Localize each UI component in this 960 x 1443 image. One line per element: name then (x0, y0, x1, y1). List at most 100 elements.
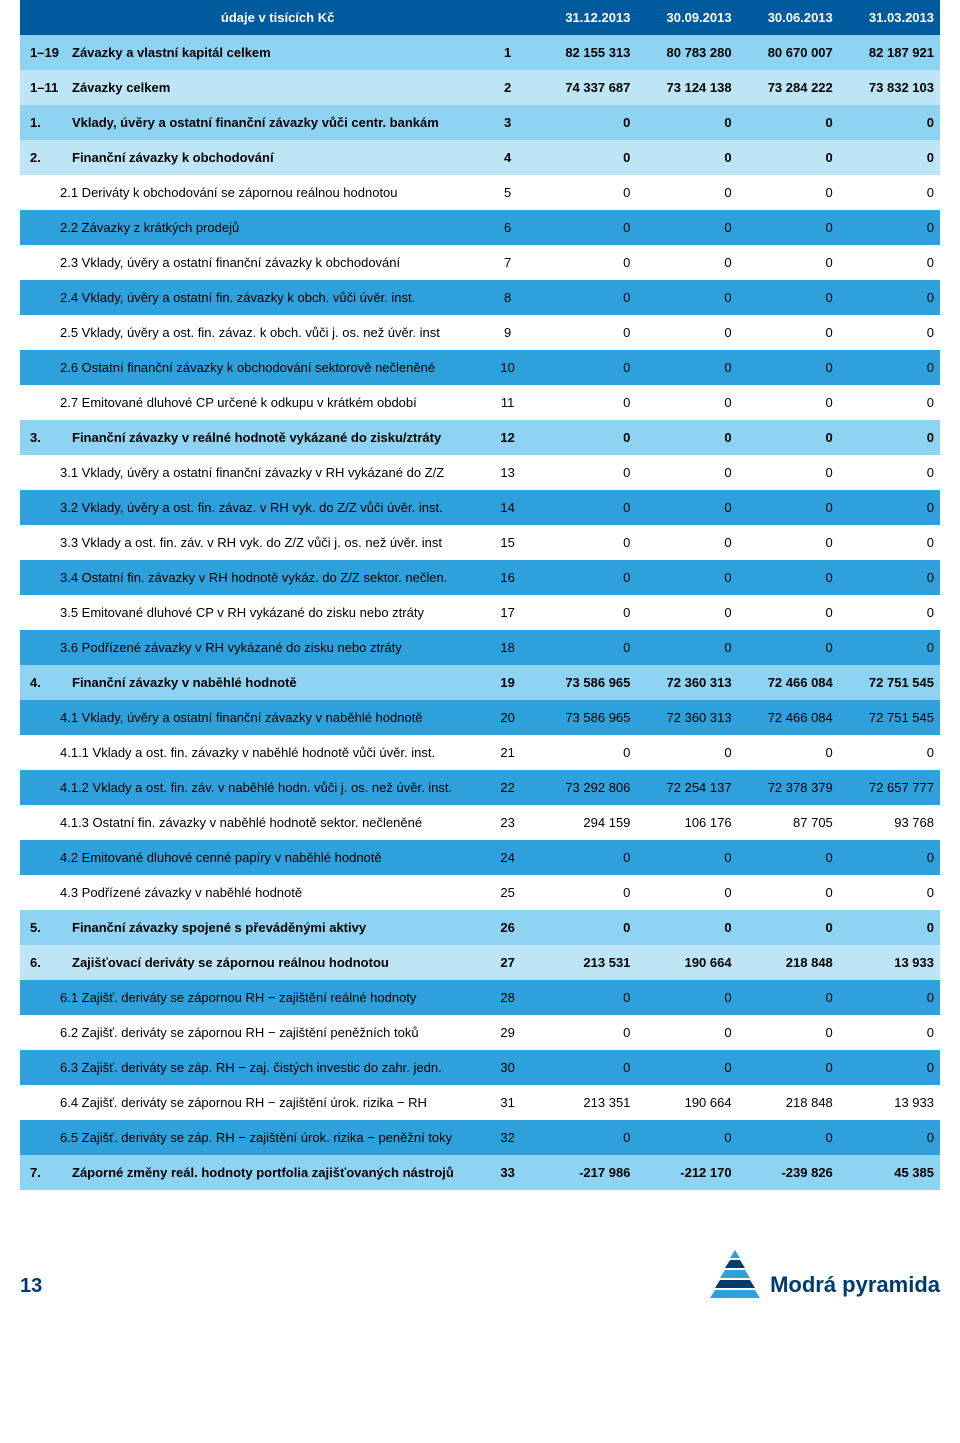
row-value: -217 986 (535, 1155, 636, 1190)
row-value: -212 170 (636, 1155, 737, 1190)
row-label: 4.1.1 Vklady a ost. fin. závazky v naběh… (20, 735, 480, 770)
row-value: 0 (535, 910, 636, 945)
row-value: 0 (839, 140, 940, 175)
row-number: 24 (480, 840, 535, 875)
table-row: 4.1.3 Ostatní fin. závazky v naběhlé hod… (20, 805, 940, 840)
row-value: 0 (839, 1050, 940, 1085)
row-value: 0 (636, 105, 737, 140)
row-value: 0 (535, 105, 636, 140)
row-value: 0 (738, 560, 839, 595)
row-value: 0 (636, 1015, 737, 1050)
row-text: 4.3 Podřízené závazky v naběhlé hodnotě (60, 885, 474, 900)
row-code: 7. (30, 1165, 72, 1180)
row-value: 0 (535, 315, 636, 350)
row-label: 1.Vklady, úvěry a ostatní finanční závaz… (20, 105, 480, 140)
row-value: 0 (839, 245, 940, 280)
row-value: 0 (636, 560, 737, 595)
row-value: 0 (738, 140, 839, 175)
row-label: 4.1.2 Vklady a ost. fin. záv. v naběhlé … (20, 770, 480, 805)
row-label: 6.2 Zajišť. deriváty se zápornou RH − za… (20, 1015, 480, 1050)
row-number: 18 (480, 630, 535, 665)
row-value: 0 (738, 455, 839, 490)
row-value: 0 (839, 630, 940, 665)
row-value: 0 (738, 175, 839, 210)
header-title: údaje v tisících Kč (20, 0, 535, 35)
row-label: 3.1 Vklady, úvěry a ostatní finanční záv… (20, 455, 480, 490)
brand-name: Modrá pyramida (770, 1272, 940, 1298)
row-label: 6.Zajišťovací deriváty se zápornou reáln… (20, 945, 480, 980)
row-value: 0 (839, 1120, 940, 1155)
row-value: 0 (738, 910, 839, 945)
row-value: 0 (636, 420, 737, 455)
table-row: 6.2 Zajišť. deriváty se zápornou RH − za… (20, 1015, 940, 1050)
row-value: 0 (839, 525, 940, 560)
row-value: 0 (636, 1120, 737, 1155)
row-text: 6.2 Zajišť. deriváty se zápornou RH − za… (60, 1025, 474, 1040)
row-value: 0 (738, 525, 839, 560)
row-value: 13 933 (839, 945, 940, 980)
row-value: 0 (535, 840, 636, 875)
row-value: 0 (738, 210, 839, 245)
row-code: 1–19 (30, 45, 72, 60)
row-number: 1 (480, 35, 535, 70)
row-value: 0 (738, 105, 839, 140)
table-row: 4.1 Vklady, úvěry a ostatní finanční záv… (20, 700, 940, 735)
table-row: 7.Záporné změny reál. hodnoty portfolia … (20, 1155, 940, 1190)
row-value: 0 (535, 455, 636, 490)
row-value: 0 (839, 175, 940, 210)
row-value: 73 586 965 (535, 700, 636, 735)
row-label: 2.6 Ostatní finanční závazky k obchodová… (20, 350, 480, 385)
row-value: 0 (636, 385, 737, 420)
row-value: 0 (839, 735, 940, 770)
row-value: 0 (839, 455, 940, 490)
row-label: 2.4 Vklady, úvěry a ostatní fin. závazky… (20, 280, 480, 315)
row-code: 6. (30, 955, 72, 970)
row-label: 5.Finanční závazky spojené s převáděnými… (20, 910, 480, 945)
row-number: 33 (480, 1155, 535, 1190)
row-value: 218 848 (738, 1085, 839, 1120)
row-text: 3.1 Vklady, úvěry a ostatní finanční záv… (60, 465, 474, 480)
row-value: 0 (636, 175, 737, 210)
row-value: 82 187 921 (839, 35, 940, 70)
table-row: 1–11Závazky celkem274 337 68773 124 1387… (20, 70, 940, 105)
row-value: 0 (636, 735, 737, 770)
row-value: 213 531 (535, 945, 636, 980)
row-text: 3.3 Vklady a ost. fin. záv. v RH vyk. do… (60, 535, 474, 550)
row-number: 21 (480, 735, 535, 770)
row-text: 4.1 Vklady, úvěry a ostatní finanční záv… (60, 710, 474, 725)
row-text: 4.1.2 Vklady a ost. fin. záv. v naběhlé … (60, 780, 474, 795)
row-value: 0 (535, 875, 636, 910)
row-value: 0 (738, 630, 839, 665)
row-value: 87 705 (738, 805, 839, 840)
row-text: Finanční závazky spojené s převáděnými a… (72, 920, 474, 935)
row-value: 73 832 103 (839, 70, 940, 105)
row-value: 0 (839, 210, 940, 245)
row-value: 0 (636, 980, 737, 1015)
header-date: 30.09.2013 (636, 0, 737, 35)
row-label: 6.4 Zajišť. deriváty se zápornou RH − za… (20, 1085, 480, 1120)
row-value: 0 (636, 140, 737, 175)
row-value: 190 664 (636, 945, 737, 980)
table-row: 2.7 Emitované dluhové CP určené k odkupu… (20, 385, 940, 420)
row-value: 0 (535, 280, 636, 315)
table-row: 4.Finanční závazky v naběhlé hodnotě1973… (20, 665, 940, 700)
row-code: 1. (30, 115, 72, 130)
row-value: 190 664 (636, 1085, 737, 1120)
row-text: 2.6 Ostatní finanční závazky k obchodová… (60, 360, 474, 375)
row-value: 72 751 545 (839, 665, 940, 700)
row-text: 2.1 Deriváty k obchodování se zápornou r… (60, 185, 474, 200)
row-value: 0 (738, 595, 839, 630)
row-number: 14 (480, 490, 535, 525)
row-number: 12 (480, 420, 535, 455)
table-row: 3.2 Vklady, úvěry a ost. fin. závaz. v R… (20, 490, 940, 525)
row-value: 0 (636, 595, 737, 630)
row-code: 2. (30, 150, 72, 165)
row-label: 2.3 Vklady, úvěry a ostatní finanční záv… (20, 245, 480, 280)
row-label: 3.3 Vklady a ost. fin. záv. v RH vyk. do… (20, 525, 480, 560)
page-footer: 13 Modrá pyramida (20, 1250, 940, 1298)
row-value: 0 (738, 350, 839, 385)
row-number: 8 (480, 280, 535, 315)
row-text: 4.1.3 Ostatní fin. závazky v naběhlé hod… (60, 815, 474, 830)
row-label: 2.2 Závazky z krátkých prodejů (20, 210, 480, 245)
row-value: 0 (738, 1120, 839, 1155)
